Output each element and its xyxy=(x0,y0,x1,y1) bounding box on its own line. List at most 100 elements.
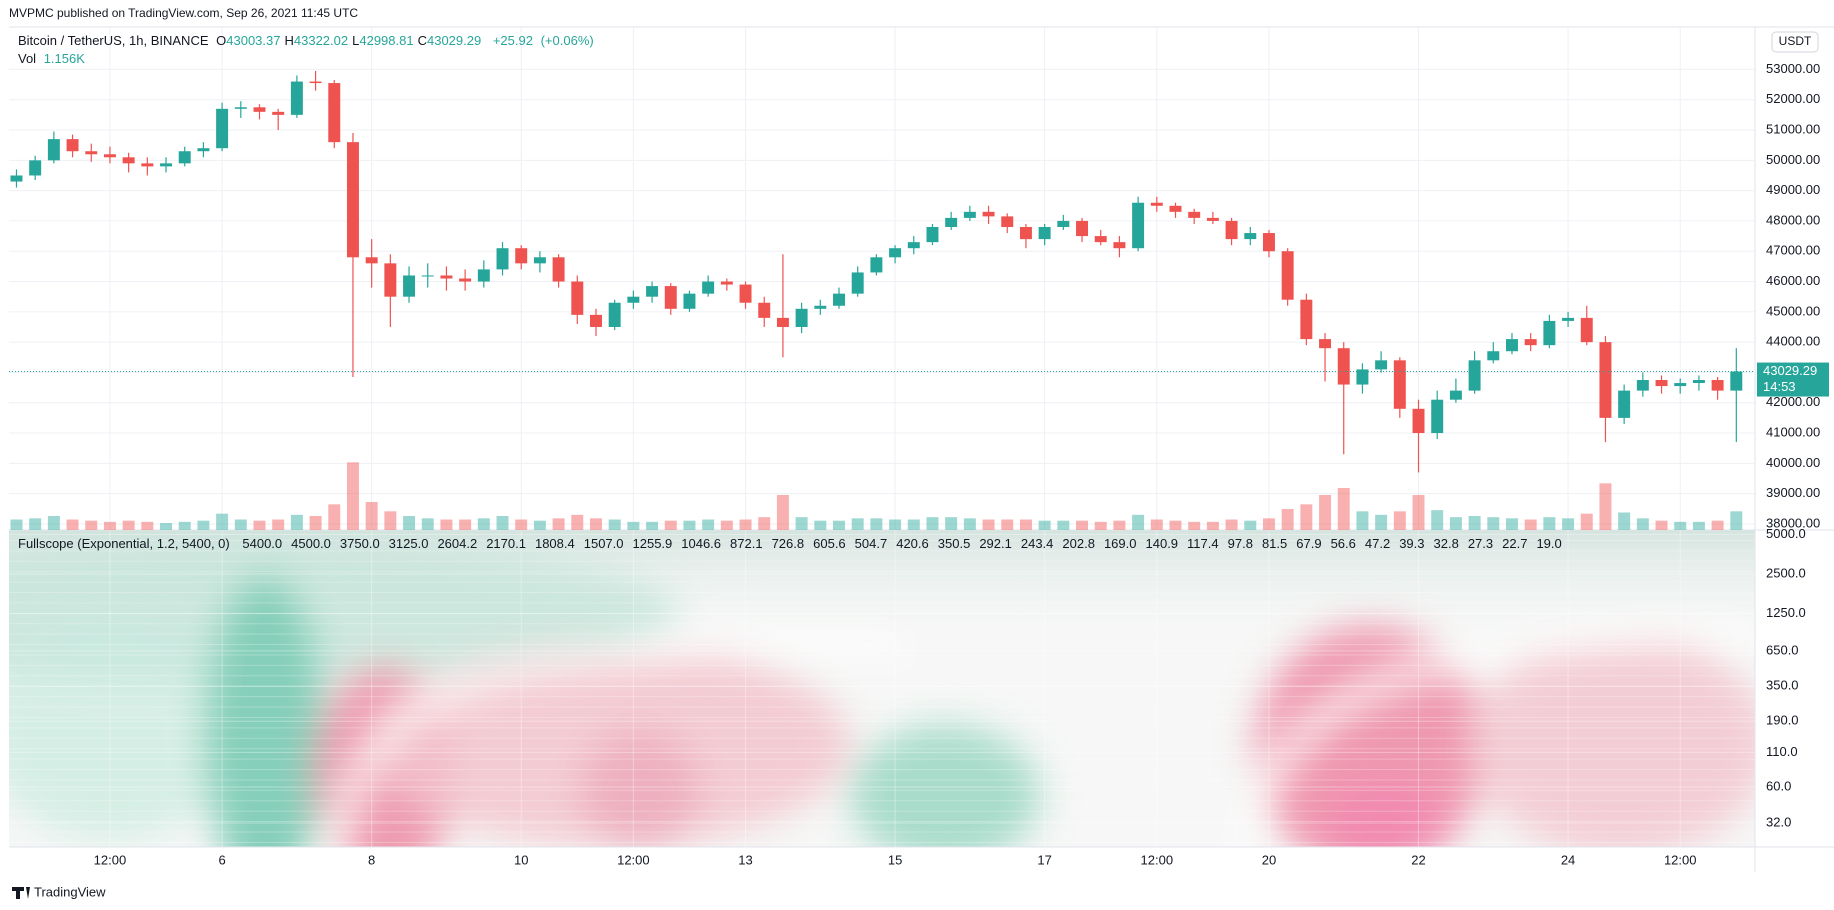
volume-bar xyxy=(1019,519,1032,530)
volume-bar xyxy=(702,519,715,530)
volume-bar xyxy=(814,520,827,530)
candle-body xyxy=(720,281,733,285)
volume-bar xyxy=(1674,521,1687,530)
legend-value: 43003.37 xyxy=(226,33,281,48)
period-label: 169.0 xyxy=(1103,536,1137,551)
y-tick-label: 44000.00 xyxy=(1766,334,1820,349)
candle-body xyxy=(160,163,173,167)
y2-tick-label: 60.0 xyxy=(1766,778,1791,793)
volume-bar xyxy=(234,519,247,530)
volume-bar xyxy=(1206,521,1219,530)
volume-bar xyxy=(889,519,902,530)
volume-bar xyxy=(870,518,883,530)
period-label: 420.6 xyxy=(896,536,929,551)
candle-body xyxy=(421,275,434,277)
candle-body xyxy=(103,154,116,158)
candle-body xyxy=(440,275,453,279)
candle-body xyxy=(963,211,976,218)
candle-body xyxy=(1319,339,1332,349)
volume-bar xyxy=(160,523,173,530)
volume-bar xyxy=(945,517,958,530)
period-label: 4500.0 xyxy=(291,536,331,551)
period-label: 39.3 xyxy=(1399,536,1425,551)
period-label: 22.7 xyxy=(1502,536,1528,551)
volume-bar xyxy=(1543,517,1556,530)
candle-body xyxy=(627,296,640,303)
y-tick-label: 50000.00 xyxy=(1766,152,1820,167)
volume-bar xyxy=(1636,518,1649,530)
candle-body xyxy=(1057,220,1070,227)
volume-bar xyxy=(1618,512,1631,530)
candle-body xyxy=(1356,369,1369,385)
candle-body xyxy=(870,257,883,273)
candle-body xyxy=(1674,383,1687,387)
candle-body xyxy=(739,284,752,303)
candle-body xyxy=(253,107,266,112)
volume-bar xyxy=(29,518,42,530)
period-label: 3750.0 xyxy=(339,536,380,551)
candle-body xyxy=(1543,320,1556,346)
candle-body xyxy=(272,111,285,115)
volume-bar xyxy=(1132,514,1145,530)
volume-bar xyxy=(1094,521,1107,530)
period-label: 1255.9 xyxy=(632,536,673,551)
volume-bar xyxy=(85,520,98,530)
volume-bar xyxy=(1692,521,1705,530)
x-tick-label: 17 xyxy=(1037,852,1051,867)
y2-tick-label: 5000.0 xyxy=(1766,526,1806,541)
branding: TradingView xyxy=(34,884,106,899)
candle-body xyxy=(1337,348,1350,385)
volume-bar xyxy=(1375,514,1388,530)
candle-body xyxy=(122,157,135,164)
candle-body xyxy=(1618,390,1631,418)
volume-bar xyxy=(216,513,229,530)
volume-bar xyxy=(10,519,23,530)
candle-body xyxy=(1113,242,1126,249)
volume-bar xyxy=(47,516,60,530)
volume-bar xyxy=(926,517,939,530)
y-tick-label: 52000.00 xyxy=(1766,91,1820,106)
candle-body xyxy=(1487,351,1500,361)
volume-bar xyxy=(720,520,733,530)
volume-bar xyxy=(1188,521,1201,530)
volume-bar xyxy=(66,519,79,530)
candle-body xyxy=(1412,408,1425,434)
volume-bar xyxy=(1225,519,1238,530)
y-tick-label: 48000.00 xyxy=(1766,212,1820,227)
candle-body xyxy=(851,272,864,294)
volume-bar xyxy=(1431,510,1444,530)
x-tick-label: 12:00 xyxy=(94,852,127,867)
y2-tick-label: 1250.0 xyxy=(1766,605,1806,620)
volume-bar xyxy=(1262,518,1275,530)
x-tick-label: 6 xyxy=(218,852,225,867)
volume-bar xyxy=(1730,511,1743,530)
candle-body xyxy=(29,160,42,176)
volume-bar xyxy=(571,514,584,530)
volume-bar xyxy=(646,521,659,530)
x-tick-label: 24 xyxy=(1561,852,1575,867)
indicator-legend: Fullscope (Exponential, 1.2, 5400, 0) 54… xyxy=(18,536,1571,551)
volume-bar xyxy=(1169,520,1182,530)
candle-body xyxy=(795,308,808,327)
legend-value: 42998.81 xyxy=(359,33,414,48)
y-tick-label: 49000.00 xyxy=(1766,182,1820,197)
volume-bar xyxy=(533,520,546,530)
candle-body xyxy=(1431,399,1444,434)
volume-bar xyxy=(253,520,266,530)
indicator-title: Fullscope (Exponential, 1.2, 5400, 0) xyxy=(18,536,230,551)
candle-body xyxy=(10,175,23,182)
candle-body xyxy=(1449,390,1462,400)
candle-body xyxy=(926,226,939,243)
candle-body xyxy=(1038,226,1051,240)
y2-tick-label: 32.0 xyxy=(1766,814,1791,829)
volume-bar xyxy=(1076,520,1089,530)
candle-body xyxy=(1599,342,1612,418)
volume-bar xyxy=(627,521,640,530)
volume-bar xyxy=(403,516,416,530)
volume-legend: Vol 1.156K xyxy=(18,51,89,66)
candle-body xyxy=(459,278,472,282)
legend-value: 43029.29 xyxy=(426,33,482,48)
y2-tick-label: 110.0 xyxy=(1766,744,1798,759)
x-tick-label: 12:00 xyxy=(1141,852,1174,867)
candle-body xyxy=(608,302,621,327)
